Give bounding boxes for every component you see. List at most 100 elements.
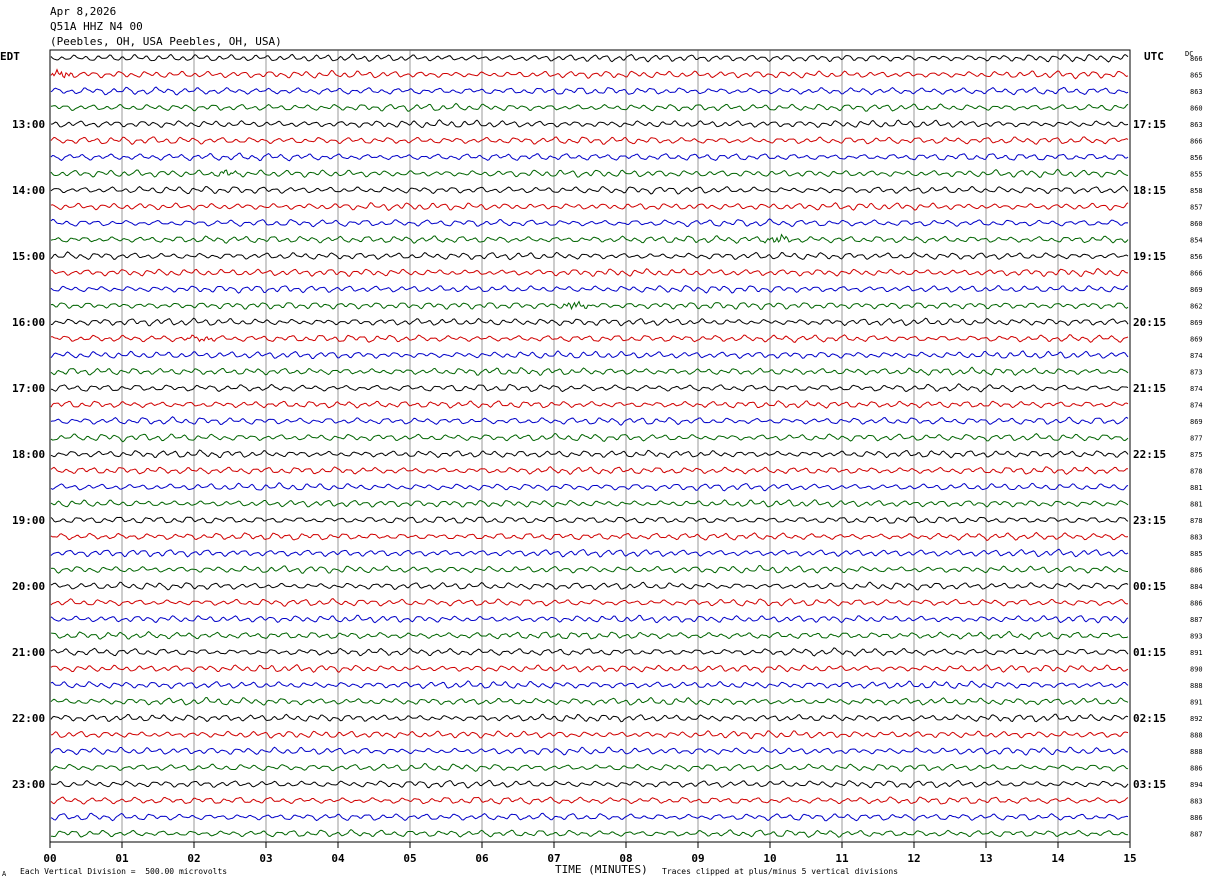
utc-hour-label: 18:15: [1133, 184, 1166, 197]
seismic-trace: [50, 499, 1129, 508]
seismic-trace: [50, 68, 1129, 80]
seismic-trace: [50, 119, 1129, 128]
seismic-trace: [50, 548, 1129, 558]
dc-offset-label: 886: [1190, 600, 1203, 608]
seismic-trace: [50, 317, 1129, 327]
dc-offset-label: 888: [1190, 682, 1203, 690]
dc-offset-label: 874: [1190, 402, 1203, 410]
dc-offset-label: 892: [1190, 715, 1203, 723]
dc-offset-label: 877: [1190, 435, 1203, 443]
x-axis-title: TIME (MINUTES): [555, 863, 648, 876]
x-tick-label: 03: [259, 852, 272, 865]
dc-offset-label: 866: [1190, 55, 1203, 63]
seismic-trace: [50, 680, 1129, 690]
x-tick-label: 00: [43, 852, 56, 865]
x-tick-label: 11: [835, 852, 849, 865]
utc-hour-label: 02:15: [1133, 712, 1166, 725]
dc-offset-label: 856: [1190, 154, 1203, 162]
plot-frame: [49, 49, 1131, 843]
seismic-trace: [50, 796, 1129, 805]
edt-hour-label: 21:00: [12, 646, 45, 659]
seismic-trace: [50, 267, 1129, 278]
dc-offset-label: 869: [1190, 336, 1203, 344]
dc-offset-label: 860: [1190, 220, 1203, 228]
dc-offset-label: 888: [1190, 732, 1203, 740]
dc-offset-label: 885: [1190, 550, 1203, 558]
seismic-trace: [50, 168, 1129, 178]
dc-offset-label: 866: [1190, 138, 1203, 146]
x-tick-label: 14: [1051, 852, 1065, 865]
seismic-trace: [50, 614, 1129, 624]
dc-offset-label: 893: [1190, 633, 1203, 641]
x-tick-label: 04: [331, 852, 345, 865]
seismic-trace: [50, 581, 1129, 591]
edt-hour-label: 20:00: [12, 580, 45, 593]
header-date: Apr 8,2026: [50, 5, 117, 18]
dc-offset-label: 860: [1190, 105, 1203, 113]
dc-offset-label: 874: [1190, 352, 1203, 360]
dc-offset-label: 883: [1190, 534, 1203, 542]
x-tick-label: 13: [979, 852, 992, 865]
utc-hour-label: 21:15: [1133, 382, 1166, 395]
seismic-trace: [50, 598, 1129, 607]
edt-hour-label: 19:00: [12, 514, 45, 527]
x-tick-label: 12: [907, 852, 920, 865]
utc-hour-label: 00:15: [1133, 580, 1166, 593]
corner-mark: A: [2, 870, 7, 878]
dc-offset-label: 891: [1190, 649, 1203, 657]
edt-hour-label: 17:00: [12, 382, 45, 395]
seismic-trace: [50, 86, 1129, 96]
seismic-trace: [50, 466, 1129, 475]
seismic-trace: [50, 730, 1129, 740]
dc-offset-label: 886: [1190, 765, 1203, 773]
x-tick-label: 08: [619, 852, 632, 865]
utc-hour-label: 22:15: [1133, 448, 1166, 461]
clip-note: Traces clipped at plus/minus 5 vertical …: [662, 867, 899, 876]
x-tick-label: 15: [1123, 852, 1136, 865]
x-tick-label: 10: [763, 852, 776, 865]
x-tick-label: 09: [691, 852, 704, 865]
dc-offset-label: 878: [1190, 468, 1203, 476]
seismic-trace: [50, 531, 1129, 542]
dc-offset-label: 869: [1190, 319, 1203, 327]
dc-offset-label: 881: [1190, 484, 1203, 492]
dc-offset-label: 869: [1190, 418, 1203, 426]
dc-offset-label: 875: [1190, 451, 1203, 459]
edt-hour-label: 13:00: [12, 118, 45, 131]
dc-offset-label: 886: [1190, 567, 1203, 575]
dc-offset-label: 878: [1190, 517, 1203, 525]
seismic-trace: [50, 136, 1129, 145]
seismic-trace: [50, 285, 1129, 294]
header-location: (Peebles, OH, USA Peebles, OH, USA): [50, 35, 282, 48]
dc-offset-label: 888: [1190, 748, 1203, 756]
dc-offset-label: 886: [1190, 814, 1203, 822]
scale-note: Each Vertical Division = 500.00 microvol…: [20, 867, 228, 876]
seismic-trace: [50, 828, 1129, 838]
seismic-trace: [50, 565, 1129, 574]
dc-offset-label: 862: [1190, 303, 1203, 311]
seismic-trace: [50, 812, 1129, 822]
x-tick-label: 07: [547, 852, 560, 865]
seismic-trace: [50, 432, 1129, 443]
dc-offset-label: 855: [1190, 171, 1203, 179]
seismic-trace: [50, 334, 1129, 343]
dc-offset-label: 894: [1190, 781, 1203, 789]
seismic-trace: [50, 218, 1129, 228]
dc-offset-label: 856: [1190, 253, 1203, 261]
dc-offset-label: 858: [1190, 187, 1203, 195]
dc-offset-label: 890: [1190, 666, 1203, 674]
seismic-trace: [50, 746, 1128, 756]
left-timezone-label: EDT: [0, 50, 20, 63]
seismic-trace: [50, 630, 1129, 640]
dc-offset-label: 874: [1190, 385, 1203, 393]
seismic-trace: [50, 696, 1129, 706]
dc-offset-label: 865: [1190, 72, 1203, 80]
seismic-trace: [50, 713, 1129, 723]
seismic-trace: [50, 202, 1129, 211]
dc-offset-label: 884: [1190, 583, 1203, 591]
dc-offset-label: 887: [1190, 616, 1203, 624]
x-tick-label: 01: [115, 852, 129, 865]
edt-hour-label: 18:00: [12, 448, 45, 461]
dc-offset-label: 881: [1190, 501, 1203, 509]
